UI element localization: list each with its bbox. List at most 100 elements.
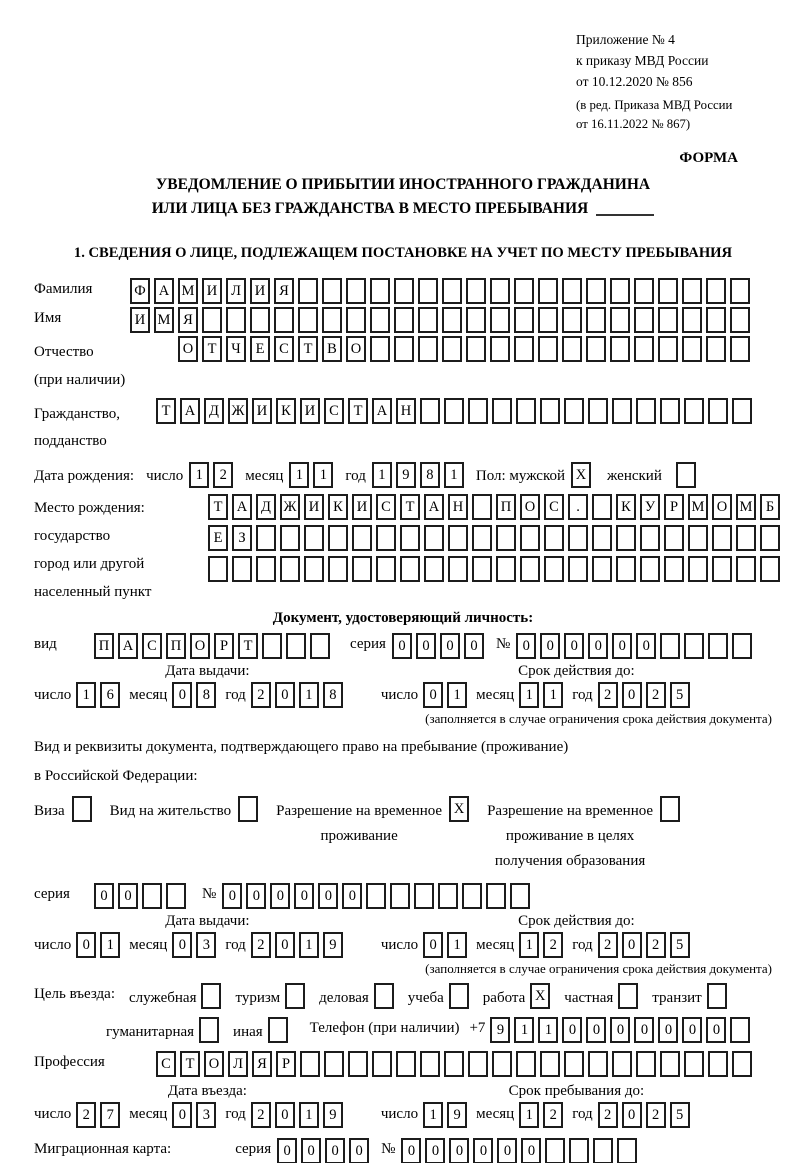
form-cell[interactable]: Л: [228, 1050, 248, 1077]
purpose-humanitarian-checkbox[interactable]: [199, 1017, 223, 1044]
form-cell[interactable]: [688, 525, 708, 552]
form-cell[interactable]: 1: [538, 1017, 559, 1044]
form-cell[interactable]: [538, 307, 558, 334]
form-cell[interactable]: [516, 397, 536, 424]
form-cell[interactable]: [256, 525, 276, 552]
form-cell[interactable]: А: [424, 494, 444, 521]
form-cell[interactable]: 0: [621, 932, 642, 959]
form-cell[interactable]: [706, 983, 727, 1010]
form-cell[interactable]: [304, 525, 324, 552]
form-cell[interactable]: Т: [156, 397, 176, 424]
form-cell[interactable]: [400, 556, 420, 583]
form-cell[interactable]: 1: [76, 682, 97, 709]
form-cell[interactable]: С: [156, 1050, 176, 1077]
form-cell[interactable]: Е: [208, 525, 228, 552]
form-cell[interactable]: 2: [543, 1101, 564, 1128]
form-cell[interactable]: 0: [463, 633, 484, 660]
form-cell[interactable]: М: [154, 307, 174, 334]
form-cell[interactable]: [538, 278, 558, 305]
form-cell[interactable]: [706, 336, 726, 363]
form-cell[interactable]: [618, 983, 639, 1010]
form-cell[interactable]: [706, 278, 726, 305]
form-cell[interactable]: [658, 336, 678, 363]
form-cell[interactable]: 0: [172, 682, 193, 709]
form-cell[interactable]: 7: [100, 1101, 121, 1128]
form-cell[interactable]: 6: [100, 682, 121, 709]
form-cell[interactable]: Т: [202, 336, 222, 363]
form-cell[interactable]: [324, 1050, 344, 1077]
form-cell[interactable]: 0: [497, 1137, 518, 1163]
form-cell[interactable]: 1: [519, 932, 540, 959]
form-cell[interactable]: [514, 336, 534, 363]
form-cell[interactable]: [418, 336, 438, 363]
form-cell[interactable]: П: [94, 633, 114, 660]
form-cell[interactable]: [736, 556, 756, 583]
form-cell[interactable]: [636, 1050, 656, 1077]
form-cell[interactable]: [201, 983, 222, 1010]
form-cell[interactable]: [640, 525, 660, 552]
form-cell[interactable]: 1: [371, 462, 392, 489]
form-cell[interactable]: В: [322, 336, 342, 363]
form-cell[interactable]: 0: [423, 682, 444, 709]
form-cell[interactable]: [420, 397, 440, 424]
form-cell[interactable]: [586, 278, 606, 305]
form-cell[interactable]: [346, 307, 366, 334]
form-cell[interactable]: М: [688, 494, 708, 521]
form-cell[interactable]: [442, 336, 462, 363]
form-cell[interactable]: [634, 336, 654, 363]
form-cell[interactable]: [468, 1050, 488, 1077]
form-cell[interactable]: 2: [597, 1101, 618, 1128]
form-cell[interactable]: Т: [400, 494, 420, 521]
form-cell[interactable]: [396, 1050, 416, 1077]
form-cell[interactable]: X: [449, 796, 470, 823]
form-cell[interactable]: [373, 983, 394, 1010]
form-cell[interactable]: 0: [222, 883, 243, 910]
form-cell[interactable]: 0: [415, 633, 436, 660]
form-cell[interactable]: [708, 633, 729, 660]
form-cell[interactable]: 0: [401, 1137, 422, 1163]
form-cell[interactable]: [660, 633, 681, 660]
form-cell[interactable]: Ч: [226, 336, 246, 363]
form-cell[interactable]: 0: [246, 883, 267, 910]
form-cell[interactable]: [71, 796, 92, 823]
form-cell[interactable]: [376, 525, 396, 552]
form-cell[interactable]: [712, 525, 732, 552]
form-cell[interactable]: [588, 397, 608, 424]
form-cell[interactable]: Т: [348, 397, 368, 424]
form-cell[interactable]: [540, 397, 560, 424]
form-cell[interactable]: 3: [196, 1101, 217, 1128]
purpose-private-checkbox[interactable]: [618, 983, 642, 1010]
form-cell[interactable]: [492, 397, 512, 424]
form-cell[interactable]: О: [204, 1050, 224, 1077]
form-cell[interactable]: 1: [298, 932, 319, 959]
form-cell[interactable]: [328, 525, 348, 552]
form-cell[interactable]: 0: [342, 883, 363, 910]
form-cell[interactable]: [712, 556, 732, 583]
form-cell[interactable]: [444, 1050, 464, 1077]
form-cell[interactable]: И: [202, 278, 222, 305]
form-cell[interactable]: Р: [276, 1050, 296, 1077]
form-cell[interactable]: [562, 278, 582, 305]
form-cell[interactable]: 1: [519, 1101, 540, 1128]
form-cell[interactable]: И: [250, 278, 270, 305]
form-cell[interactable]: 9: [322, 932, 343, 959]
form-cell[interactable]: Р: [214, 633, 234, 660]
form-cell[interactable]: А: [232, 494, 252, 521]
form-cell[interactable]: [418, 307, 438, 334]
